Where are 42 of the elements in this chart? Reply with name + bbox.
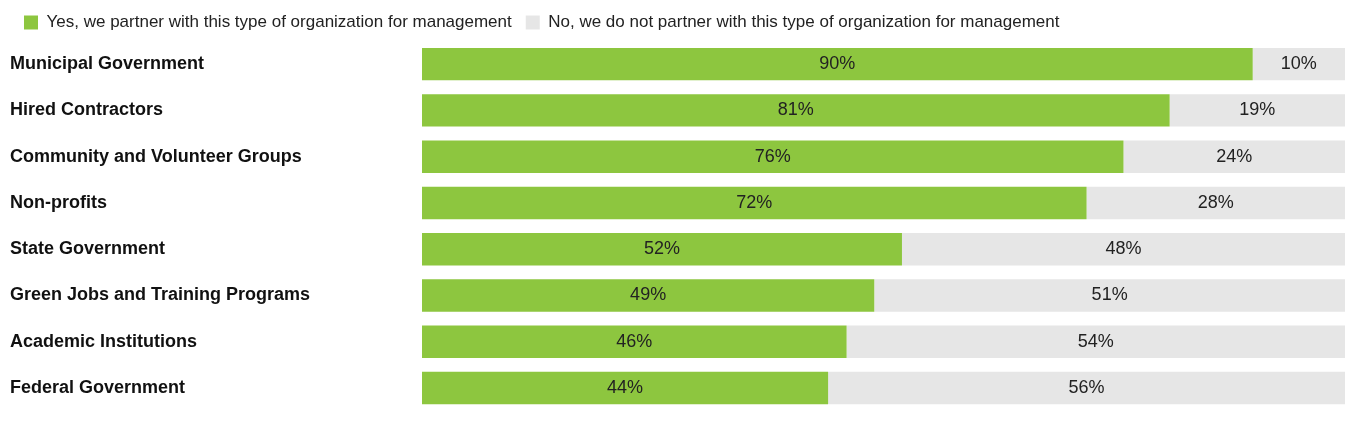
y-tick-label: Federal Government (10, 377, 186, 398)
data-label: 76% (754, 145, 791, 166)
bar (874, 279, 1345, 312)
bar (422, 325, 847, 358)
legend-label: Yes, we partner with this type of organization for management (46, 12, 513, 32)
y-tick-label: State Government (10, 238, 166, 259)
bar (422, 279, 875, 312)
bar (1169, 94, 1345, 127)
bar (422, 233, 902, 266)
data-label: 90% (819, 53, 856, 74)
data-label: 46% (616, 330, 653, 351)
data-label: 81% (777, 99, 814, 120)
data-label: 54% (1077, 330, 1114, 351)
bar (1123, 140, 1345, 173)
bar (828, 371, 1345, 405)
y-tick-label: Non-profits (10, 191, 107, 212)
bar (901, 233, 1345, 266)
y-tick-label: Municipal Government (10, 53, 205, 74)
data-label: 49% (630, 284, 667, 305)
bar (422, 140, 1124, 173)
y-tick-label: Hired Contractors (10, 99, 164, 120)
data-label: 48% (1105, 238, 1142, 259)
bar (422, 371, 829, 405)
data-label: 72% (736, 191, 773, 212)
data-label: 51% (1091, 284, 1128, 305)
legend-label: No, we do not partner with this type of organization for management (548, 12, 1060, 32)
data-label: 19% (1239, 99, 1276, 120)
data-label: 44% (607, 377, 644, 398)
bar (422, 186, 1087, 220)
y-tick-label: Community and Volunteer Groups (10, 145, 302, 166)
bar (422, 94, 1170, 127)
data-label: 10% (1280, 53, 1317, 74)
data-label: 28% (1197, 191, 1234, 212)
data-label: 56% (1068, 377, 1105, 398)
bar (846, 325, 1345, 358)
data-label: 24% (1216, 145, 1253, 166)
data-label: 52% (643, 238, 680, 259)
y-tick-label: Green Jobs and Training Programs (10, 284, 311, 305)
bar (1252, 47, 1345, 81)
y-tick-label: Academic Institutions (10, 330, 198, 351)
bar (1086, 186, 1345, 220)
bar (422, 47, 1253, 81)
